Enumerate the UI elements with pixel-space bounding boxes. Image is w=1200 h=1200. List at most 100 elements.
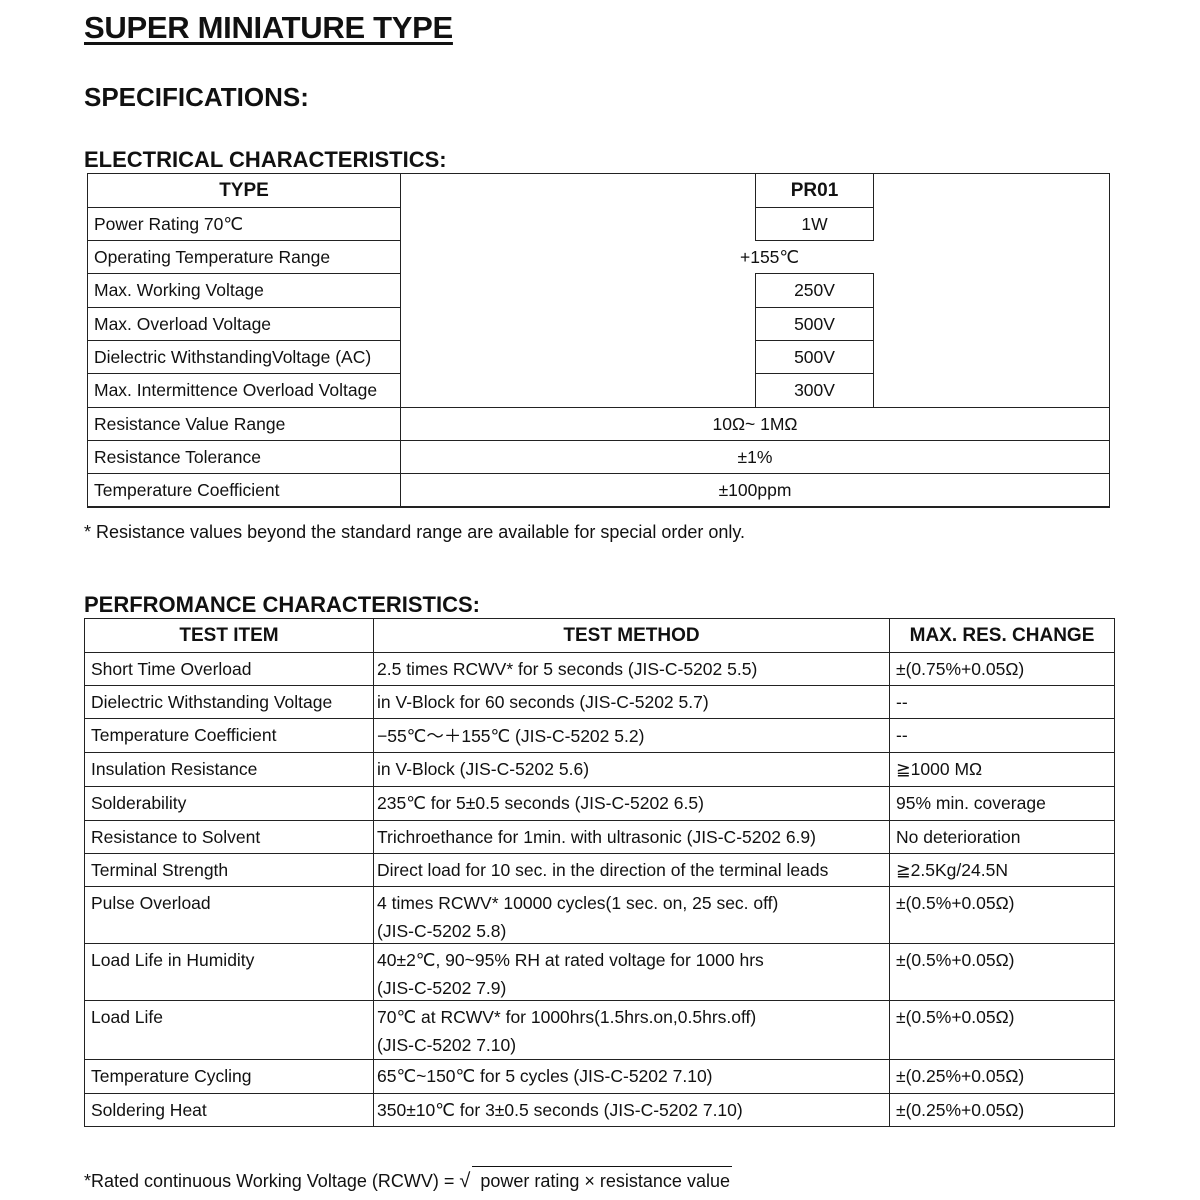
max-res-change: ±(0.5%+0.05Ω) <box>889 943 1115 1001</box>
spec-label-text: Max. Intermittence Overload Voltage <box>94 380 378 400</box>
spec-label: Resistance Tolerance <box>87 440 401 474</box>
test-item: Load Life in Humidity <box>84 943 374 1001</box>
test-method: −55℃～＋155℃ (JIS-C-5202 5.2) <box>373 718 890 753</box>
spec-value-text: 500V <box>794 313 835 334</box>
spec-value: 500V <box>755 340 874 374</box>
test-item-text: Soldering Heat <box>91 1099 207 1120</box>
max-res-change-text: 95% min. coverage <box>896 793 1046 813</box>
max-res-change-text: -- <box>896 691 908 712</box>
test-item: Load Life <box>84 1000 374 1060</box>
max-res-change: ±(0.75%+0.05Ω) <box>889 652 1115 686</box>
spec-label: Power Rating 70℃ <box>87 207 401 241</box>
test-item: Temperature Cycling <box>84 1059 374 1094</box>
spec-label: Operating Temperature Range <box>87 240 401 274</box>
test-item-text: Insulation Resistance <box>91 759 258 779</box>
test-item-text: Temperature Coefficient <box>91 725 277 745</box>
spec-value-text: 10Ω~ 1MΩ <box>712 413 798 434</box>
test-method-line1: 350±10℃ for 3±0.5 seconds (JIS-C-5202 7.… <box>377 1099 743 1120</box>
max-res-change: ≧2.5Kg/24.5N <box>889 853 1115 887</box>
max-res-change-text: ±(0.5%+0.05Ω) <box>896 1007 1015 1027</box>
column-header: TEST METHOD <box>373 618 890 653</box>
test-item: Temperature Coefficient <box>84 718 374 753</box>
max-res-change: ±(0.25%+0.05Ω) <box>889 1059 1115 1094</box>
test-item-text: Terminal Strength <box>91 859 229 880</box>
test-item-text: Load Life in Humidity <box>91 950 255 970</box>
spec-label: Dielectric WithstandingVoltage (AC) <box>87 340 401 374</box>
test-method: 70℃ at RCWV* for 1000hrs(1.5hrs.on,0.5hr… <box>373 1000 890 1060</box>
test-method-line1: in V-Block for 60 seconds (JIS-C-5202 5.… <box>377 691 709 712</box>
column-header-text: TEST ITEM <box>179 624 279 646</box>
max-res-change-text: ≧2.5Kg/24.5N <box>896 859 1008 880</box>
max-res-change-text: ±(0.5%+0.05Ω) <box>896 950 1015 970</box>
test-item-text: Resistance to Solvent <box>91 826 261 847</box>
model-header: PR01 <box>755 173 874 208</box>
test-item: Short Time Overload <box>84 652 374 686</box>
test-method: 65℃~150℃ for 5 cycles (JIS-C-5202 7.10) <box>373 1059 890 1094</box>
max-res-change: 95% min. coverage <box>889 786 1115 821</box>
test-method: in V-Block (JIS-C-5202 5.6) <box>373 752 890 787</box>
test-method-line1: Trichroethance for 1min. with ultrasonic… <box>377 826 816 847</box>
column-header: TEST ITEM <box>84 618 374 653</box>
sqrt-icon: √ <box>459 1170 471 1192</box>
test-method: in V-Block for 60 seconds (JIS-C-5202 5.… <box>373 685 890 719</box>
test-method-line1: in V-Block (JIS-C-5202 5.6) <box>377 759 590 779</box>
test-method: 4 times RCWV* 10000 cycles(1 sec. on, 25… <box>373 886 890 944</box>
test-method-line1: 2.5 times RCWV* for 5 seconds (JIS-C-520… <box>377 658 758 679</box>
spec-label: Temperature Coefficient <box>87 473 401 508</box>
spec-label-text: Max. Overload Voltage <box>94 313 272 334</box>
spec-value-text: 1W <box>801 213 828 234</box>
test-item: Solderability <box>84 786 374 821</box>
column-header-text: TEST METHOD <box>563 624 700 646</box>
spec-value: 1W <box>755 207 874 241</box>
test-method-line2: (JIS-C-5202 5.8) <box>377 921 507 941</box>
spec-label: Resistance Value Range <box>87 407 401 441</box>
rcwv-formula: *Rated continuous Working Voltage (RCWV)… <box>84 1166 732 1193</box>
max-res-change: ±(0.5%+0.05Ω) <box>889 886 1115 944</box>
test-method-line1: 65℃~150℃ for 5 cycles (JIS-C-5202 7.10) <box>377 1066 713 1086</box>
spec-label-text: Resistance Tolerance <box>94 446 261 467</box>
formula-radicand: power rating × resistance value <box>472 1166 732 1192</box>
test-item-text: Pulse Overload <box>91 893 211 913</box>
test-method-line2: (JIS-C-5202 7.9) <box>377 978 507 998</box>
spec-value: 300V <box>755 373 874 408</box>
test-method-line1: 4 times RCWV* 10000 cycles(1 sec. on, 25… <box>377 893 779 913</box>
spec-label-text: Power Rating 70℃ <box>94 213 244 234</box>
max-res-change: -- <box>889 718 1115 753</box>
spec-value-text: ±1% <box>737 446 773 467</box>
spec-label-text: Dielectric WithstandingVoltage (AC) <box>94 346 372 367</box>
test-item: Resistance to Solvent <box>84 820 374 854</box>
spec-value-text: +155℃ <box>740 246 800 267</box>
spec-value: 250V <box>755 273 874 308</box>
spec-label-text: Resistance Value Range <box>94 413 286 434</box>
test-item: Dielectric Withstanding Voltage <box>84 685 374 719</box>
test-item: Terminal Strength <box>84 853 374 887</box>
max-res-change: -- <box>889 685 1115 719</box>
column-header: MAX. RES. CHANGE <box>889 618 1115 653</box>
max-res-change: ±(0.5%+0.05Ω) <box>889 1000 1115 1060</box>
spec-value: +155℃ <box>740 240 820 274</box>
specifications-heading: SPECIFICATIONS: <box>84 82 309 112</box>
test-method-line2: (JIS-C-5202 7.10) <box>377 1035 517 1055</box>
formula-lhs: *Rated continuous Working Voltage (RCWV)… <box>84 1171 460 1191</box>
spec-label: Max. Working Voltage <box>87 273 401 308</box>
test-method: Direct load for 10 sec. in the direction… <box>373 853 890 887</box>
spec-value-text: ±100ppm <box>718 480 792 500</box>
max-res-change-text: No deterioration <box>896 826 1021 847</box>
max-res-change-text: ±(0.25%+0.05Ω) <box>896 1099 1025 1120</box>
test-method-line1: 40±2℃, 90~95% RH at rated voltage for 10… <box>377 950 764 970</box>
max-res-change-text: -- <box>896 725 908 745</box>
test-item: Soldering Heat <box>84 1093 374 1127</box>
type-header-text: TYPE <box>219 179 269 201</box>
test-method-line1: Direct load for 10 sec. in the direction… <box>377 859 829 880</box>
spec-label: Max. Intermittence Overload Voltage <box>87 373 401 408</box>
spec-value: ±100ppm <box>400 473 1110 508</box>
max-res-change-text: ±(0.75%+0.05Ω) <box>896 658 1025 679</box>
test-method-line1: −55℃～＋155℃ (JIS-C-5202 5.2) <box>377 726 645 746</box>
spec-value: 500V <box>755 307 874 341</box>
type-header: TYPE <box>87 173 401 208</box>
spec-value-text: 300V <box>794 380 835 400</box>
spec-value: 10Ω~ 1MΩ <box>400 407 1110 441</box>
spec-label-text: Temperature Coefficient <box>94 480 280 500</box>
spec-label-text: Operating Temperature Range <box>94 246 331 267</box>
test-item: Pulse Overload <box>84 886 374 944</box>
